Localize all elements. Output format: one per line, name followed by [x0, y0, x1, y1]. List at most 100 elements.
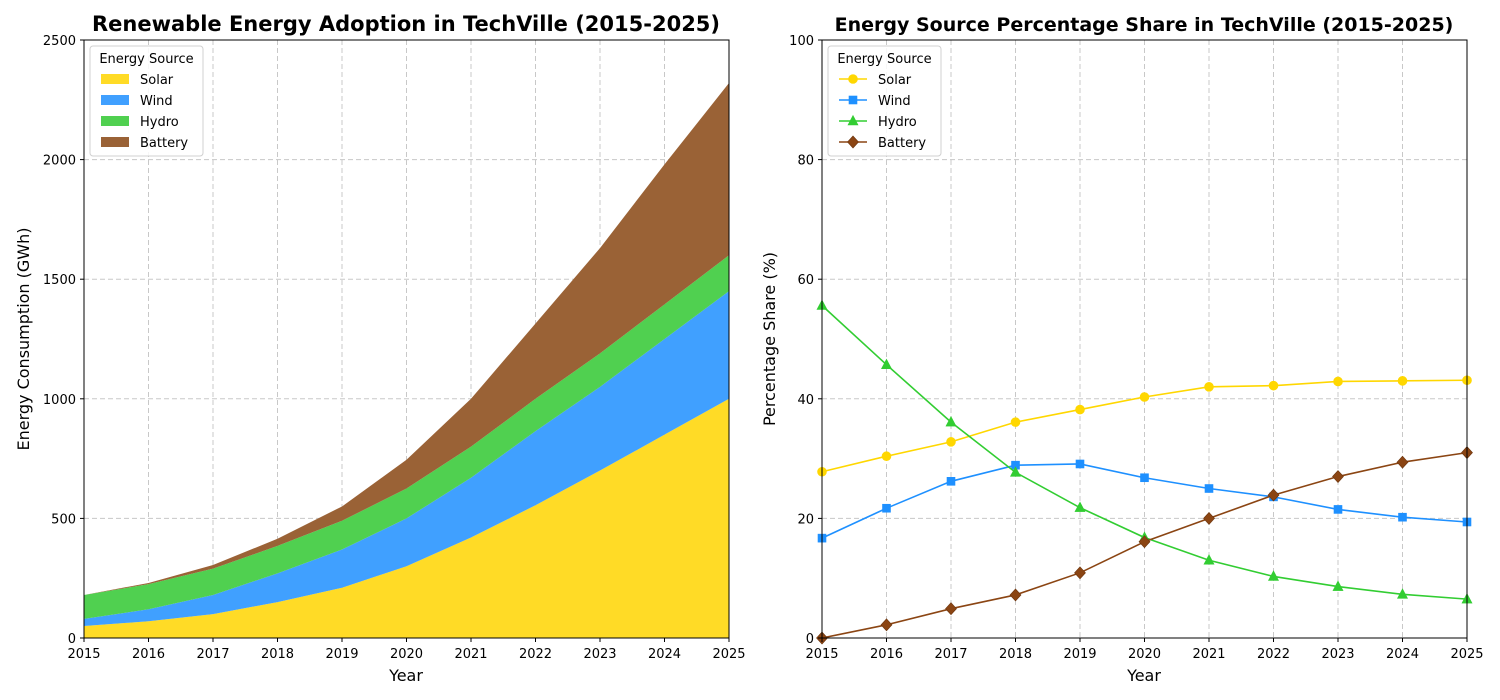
- data-point-battery: [1203, 511, 1215, 525]
- legend-label: Hydro: [878, 115, 917, 130]
- data-point-solar: [1139, 392, 1150, 402]
- x-tick-label: 2016: [870, 647, 903, 662]
- legend-item-hydro: Hydro: [101, 115, 179, 130]
- data-point-hydro: [881, 358, 892, 370]
- area-battery: [84, 83, 729, 595]
- chart-title: Renewable Energy Adoption in TechVille (…: [92, 12, 720, 36]
- data-point-hydro: [945, 415, 957, 427]
- legend-item-solar: Solar: [839, 73, 912, 88]
- series-solar: [817, 375, 1472, 477]
- chart-title: Energy Source Percentage Share in TechVi…: [835, 14, 1454, 36]
- legend-box: [827, 45, 942, 157]
- x-tick-label: 2019: [325, 647, 358, 662]
- legend-swatch: [101, 95, 129, 105]
- data-point-solar: [1010, 417, 1021, 427]
- x-tick-label: 2022: [519, 647, 552, 662]
- data-point-hydro: [1397, 588, 1408, 599]
- x-tick-label: 2022: [1257, 647, 1290, 662]
- data-point-hydro: [1332, 580, 1344, 591]
- x-tick-label: 2023: [1321, 647, 1354, 662]
- data-point-battery: [880, 618, 893, 632]
- x-tick-label: 2018: [999, 647, 1032, 662]
- legend-swatch: [101, 74, 129, 84]
- x-tick-label: 2023: [583, 647, 616, 662]
- legend-box: [89, 45, 204, 157]
- data-point-wind: [1398, 512, 1407, 522]
- legend-label: Wind: [140, 94, 173, 109]
- data-point-solar: [1204, 382, 1214, 392]
- y-tick-label: 40: [797, 393, 814, 408]
- data-point-solar: [1268, 380, 1279, 391]
- x-tick-label: 2019: [1063, 647, 1096, 662]
- data-point-solar: [1075, 404, 1085, 415]
- data-point-battery: [1009, 588, 1022, 602]
- data-point-battery: [945, 602, 957, 616]
- series-wind: [817, 459, 1472, 543]
- legend-label: Hydro: [140, 115, 179, 130]
- stacked-area-chart: Renewable Energy Adoption in TechVille (…: [14, 12, 746, 685]
- legend-title: Energy Source: [837, 52, 931, 67]
- data-point-hydro: [1010, 466, 1021, 477]
- x-tick-label: 2025: [712, 647, 745, 662]
- data-point-solar: [1333, 376, 1343, 387]
- legend-swatch: [101, 137, 129, 147]
- data-point-battery: [1332, 470, 1344, 483]
- legend-marker: [847, 135, 859, 149]
- y-tick-label: 20: [797, 512, 814, 527]
- x-axis-label: Year: [388, 666, 423, 685]
- legend-label: Solar: [140, 73, 174, 88]
- x-tick-label: 2018: [261, 647, 294, 662]
- data-point-solar: [1397, 376, 1408, 386]
- data-point-hydro: [1268, 570, 1279, 581]
- legend-item-wind: Wind: [839, 94, 911, 109]
- legend-label: Battery: [878, 136, 926, 151]
- data-point-battery: [1267, 488, 1280, 502]
- x-tick-label: 2015: [67, 647, 100, 662]
- area-wind: [84, 291, 729, 627]
- legend-label: Wind: [878, 94, 911, 109]
- x-tick-label: 2020: [390, 647, 423, 662]
- legend: Energy Source Solar Wind Hydro Battery: [827, 45, 942, 157]
- y-tick-label: 2500: [43, 34, 76, 49]
- legend: Energy Source Solar Wind Hydro Battery: [89, 45, 204, 157]
- legend-marker: [848, 95, 858, 105]
- x-tick-label: 2024: [648, 647, 681, 662]
- legend-item-solar: Solar: [101, 73, 174, 88]
- data-point-solar: [881, 451, 892, 462]
- y-tick-label: 500: [51, 512, 76, 527]
- data-point-hydro: [1203, 554, 1215, 565]
- y-tick-label: 1000: [43, 393, 76, 408]
- x-tick-label: 2015: [805, 647, 838, 662]
- data-point-battery: [1138, 535, 1151, 549]
- percentage-line-chart: Energy Source Percentage Share in TechVi…: [760, 14, 1484, 685]
- areas: [84, 83, 729, 638]
- y-tick-label: 2000: [43, 154, 76, 169]
- legend-title: Energy Source: [99, 52, 193, 67]
- x-tick-label: 2024: [1386, 647, 1419, 662]
- legend-marker: [848, 74, 858, 84]
- x-axis-label: Year: [1126, 666, 1161, 685]
- legend-swatch: [101, 116, 129, 126]
- y-tick-label: 0: [68, 632, 76, 647]
- data-point-battery: [1396, 455, 1409, 469]
- data-point-wind: [1140, 473, 1149, 483]
- y-tick-label: 1500: [43, 273, 76, 288]
- data-point-wind: [1204, 484, 1214, 493]
- data-point-solar: [946, 437, 956, 447]
- data-point-hydro: [1074, 501, 1086, 512]
- area-solar: [84, 398, 729, 638]
- y-tick-label: 100: [789, 34, 814, 49]
- legend-item-battery: Battery: [839, 135, 926, 151]
- x-tick-label: 2017: [934, 647, 967, 662]
- x-tick-label: 2021: [454, 647, 487, 662]
- x-tick-label: 2016: [132, 647, 165, 662]
- data-point-wind: [1075, 459, 1085, 469]
- data-point-wind: [882, 503, 891, 513]
- data-point-wind: [1333, 505, 1343, 514]
- y-tick-label: 60: [797, 273, 814, 288]
- x-tick-label: 2020: [1128, 647, 1161, 662]
- x-tick-label: 2021: [1192, 647, 1225, 662]
- y-tick-label: 80: [797, 154, 814, 169]
- x-tick-label: 2017: [196, 647, 229, 662]
